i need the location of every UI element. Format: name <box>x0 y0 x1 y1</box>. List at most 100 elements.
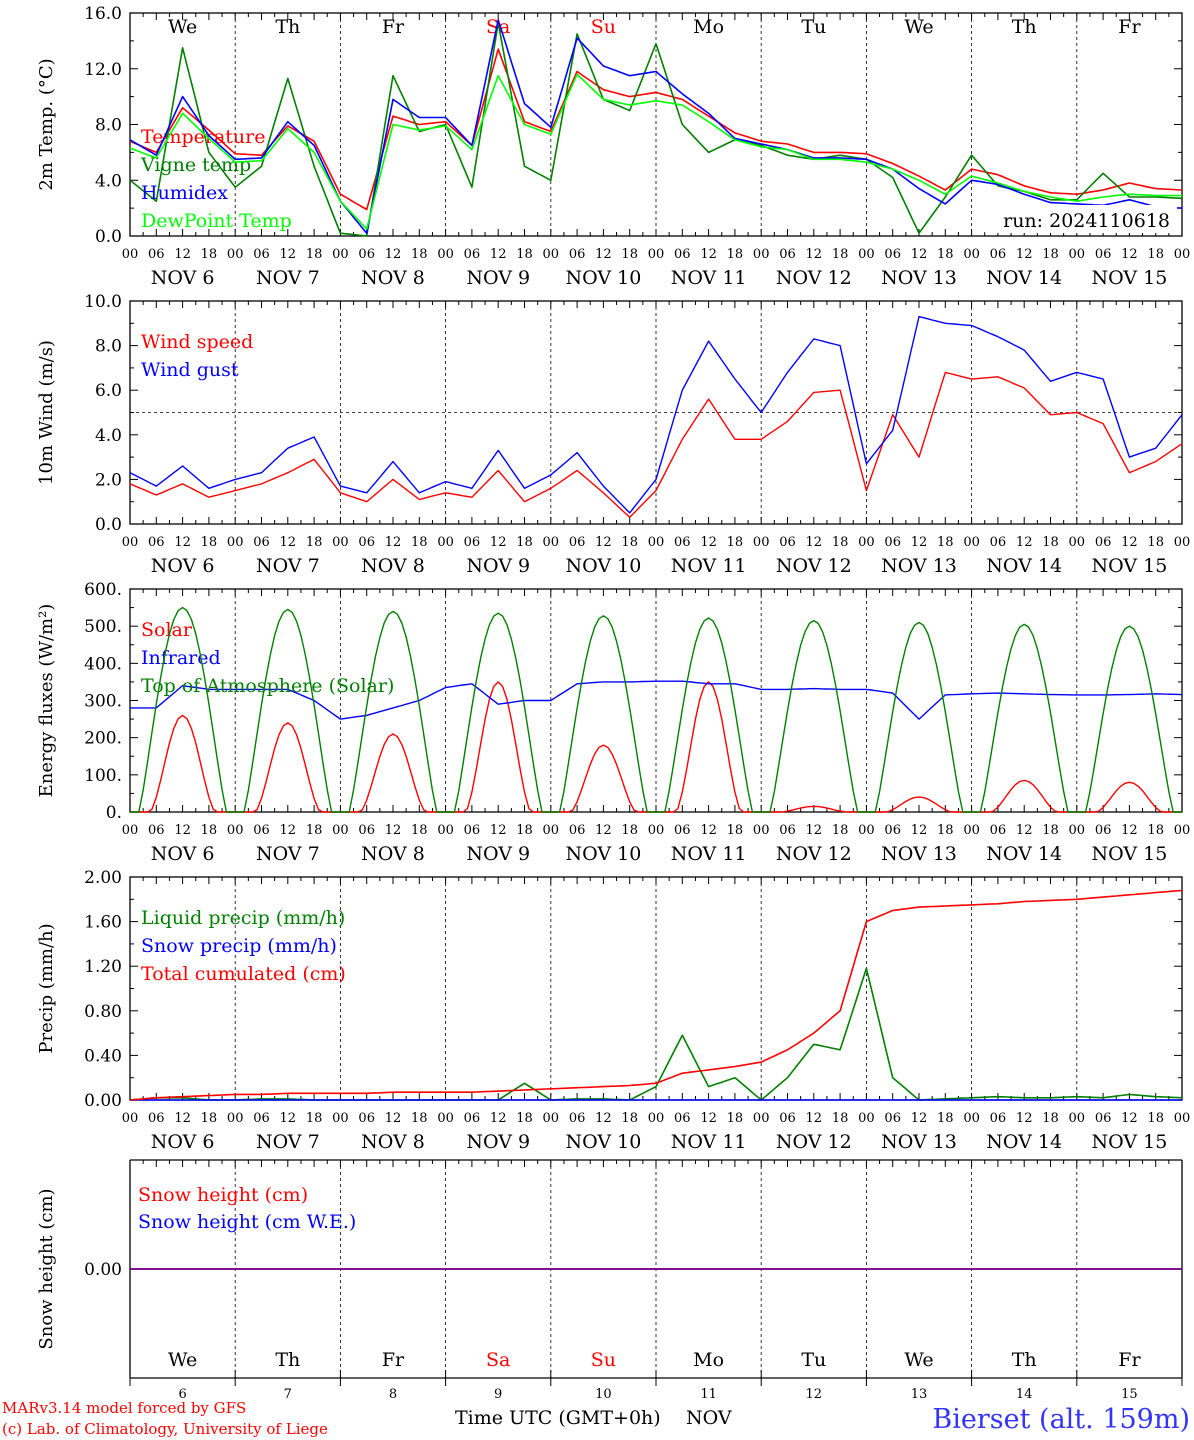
hour-label: 06 <box>569 1111 586 1126</box>
legend-entry: Snow precip (mm/h) <box>141 935 337 957</box>
day-number-label: 15 <box>1121 1387 1138 1402</box>
weekday-label: Th <box>275 16 300 38</box>
hour-label: 18 <box>832 1111 849 1126</box>
hour-label: 12 <box>911 1111 928 1126</box>
hour-label: 12 <box>700 247 717 262</box>
day-number-label: 9 <box>494 1387 502 1402</box>
y-tick-label: 1.20 <box>84 957 122 977</box>
hour-label: 06 <box>464 247 481 262</box>
hour-label: 18 <box>306 247 323 262</box>
hour-label: 00 <box>648 1111 665 1126</box>
hour-label: 12 <box>1016 535 1033 550</box>
weekday-label-bottom: Fr <box>382 1349 405 1371</box>
legend-entry: Snow height (cm) <box>138 1184 308 1206</box>
hour-label: 18 <box>411 823 428 838</box>
hour-label: 00 <box>963 1111 980 1126</box>
hour-label: 06 <box>358 247 375 262</box>
hour-label: 06 <box>779 1111 796 1126</box>
hour-label: 18 <box>621 823 638 838</box>
hour-label: 18 <box>1147 535 1164 550</box>
date-label: NOV 9 <box>466 1131 530 1153</box>
y-tick-label: 100. <box>84 766 122 786</box>
hour-label: 12 <box>280 535 297 550</box>
hour-label: 18 <box>516 535 533 550</box>
weekday-label-bottom: Th <box>1012 1349 1037 1371</box>
weekday-label-bottom: Sa <box>486 1349 510 1371</box>
hour-label: 06 <box>358 535 375 550</box>
date-label: NOV 10 <box>565 555 641 577</box>
hour-label: 06 <box>148 1111 165 1126</box>
date-label: NOV 7 <box>256 1131 320 1153</box>
hour-label: 12 <box>911 247 928 262</box>
weekday-label-bottom: Tu <box>801 1349 826 1371</box>
hour-label: 18 <box>1147 1111 1164 1126</box>
date-label: NOV 14 <box>986 843 1062 865</box>
day-number-label: 10 <box>595 1387 612 1402</box>
y-tick-label: 600. <box>84 580 122 600</box>
hour-label: 18 <box>201 1111 218 1126</box>
date-label: NOV 11 <box>671 267 747 289</box>
hour-label: 18 <box>832 535 849 550</box>
series-line-blue <box>129 19 1183 234</box>
hour-label: 00 <box>227 535 244 550</box>
plot-frame <box>129 12 1183 237</box>
hour-label: 00 <box>1069 823 1086 838</box>
day-number-label: 12 <box>806 1387 823 1402</box>
date-label: NOV 10 <box>565 843 641 865</box>
hour-label: 00 <box>753 1111 770 1126</box>
weekday-label: Fr <box>1118 16 1141 38</box>
hour-label: 00 <box>858 1111 875 1126</box>
hour-label: 12 <box>1016 823 1033 838</box>
hour-label: 06 <box>884 535 901 550</box>
hour-label: 18 <box>411 247 428 262</box>
weekday-label-bottom: Mo <box>693 1349 724 1371</box>
date-label: NOV 12 <box>776 555 852 577</box>
y-tick-label: 400. <box>84 654 122 674</box>
date-label: NOV 8 <box>361 1131 425 1153</box>
hour-label: 06 <box>990 535 1007 550</box>
hour-label: 12 <box>806 823 823 838</box>
hour-label: 06 <box>148 247 165 262</box>
hour-label: 12 <box>700 823 717 838</box>
hour-label: 06 <box>884 247 901 262</box>
hour-label: 00 <box>1069 247 1086 262</box>
date-label: NOV 12 <box>776 843 852 865</box>
hour-label: 00 <box>1174 823 1191 838</box>
y-axis-title: Snow height (cm) <box>36 1188 57 1349</box>
y-tick-label: 2.00 <box>84 868 122 888</box>
hour-label: 12 <box>174 823 191 838</box>
series-line-blue <box>130 680 1183 720</box>
weekday-label: Th <box>1012 16 1037 38</box>
y-tick-label: 0.40 <box>84 1046 122 1066</box>
hour-label: 06 <box>253 535 270 550</box>
hour-label: 06 <box>884 823 901 838</box>
legend-entry: Humidex <box>141 182 228 204</box>
legend-entry: DewPoint Temp <box>141 210 292 232</box>
hour-label: 18 <box>937 247 954 262</box>
hour-label: 12 <box>174 247 191 262</box>
hour-label: 12 <box>1121 247 1138 262</box>
hour-label: 06 <box>990 247 1007 262</box>
day-number-label: 13 <box>911 1387 928 1402</box>
weekday-label-bottom: Th <box>275 1349 300 1371</box>
series-line-red <box>129 889 1183 1101</box>
hour-label: 00 <box>648 535 665 550</box>
hour-label: 12 <box>280 1111 297 1126</box>
hour-label: 12 <box>280 247 297 262</box>
hour-label: 00 <box>332 1111 349 1126</box>
y-tick-label: 300. <box>84 692 122 712</box>
y-tick-label: 0.00 <box>84 1091 122 1111</box>
hour-label: 18 <box>516 823 533 838</box>
weekday-label-bottom: Fr <box>1118 1349 1141 1371</box>
y-tick-label: 0.0 <box>95 227 122 247</box>
hour-label: 18 <box>937 823 954 838</box>
hour-label: 12 <box>911 823 928 838</box>
y-tick-label: 10.0 <box>84 292 122 312</box>
date-label: NOV 15 <box>1091 267 1167 289</box>
credit-line-2: (c) Lab. of Climatology, University of L… <box>2 1420 328 1438</box>
y-tick-label: 4.0 <box>95 426 122 446</box>
legend-entry: Top of Atmosphere (Solar) <box>141 675 394 697</box>
hour-label: 18 <box>727 1111 744 1126</box>
hour-label: 00 <box>858 823 875 838</box>
hour-label: 00 <box>1174 247 1191 262</box>
